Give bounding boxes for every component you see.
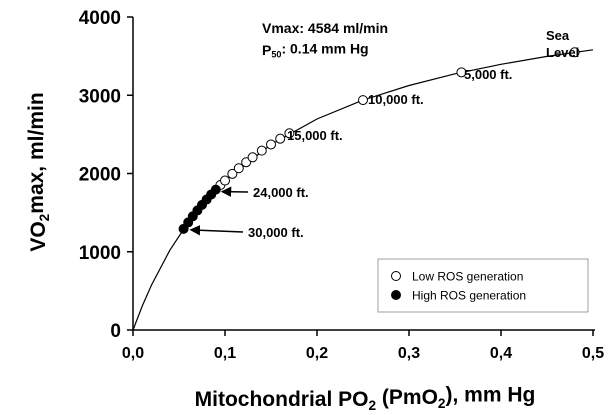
x-axis-label-part: (PmO: [376, 386, 438, 409]
data-point: [456, 67, 467, 78]
legend-marker: [391, 271, 401, 281]
annotation-part: 50: [271, 50, 281, 60]
arrow: [189, 224, 244, 236]
x-tick-label: 0,3: [398, 345, 420, 362]
y-tick-label: 2000: [79, 165, 121, 186]
point-label: 24,000 ft.: [253, 185, 309, 200]
data-point: [227, 168, 238, 179]
x-tick-label: 0,2: [306, 345, 328, 362]
data-point: [233, 163, 244, 174]
x-tick-label: 0,0: [122, 345, 144, 362]
x-tick-label: 0,1: [214, 345, 236, 362]
x-axis-label: Mitochondrial PO2 (PmO2), mm Hg: [195, 384, 536, 414]
annotation: P50: 0.14 mm Hg: [262, 41, 369, 60]
data-point: [266, 139, 276, 150]
data-point: [275, 133, 286, 144]
y-axis-label-part: VO: [27, 221, 50, 251]
data-point: [569, 47, 580, 58]
point-label: 10,000 ft.: [368, 92, 424, 107]
legend-box: [377, 258, 589, 313]
y-tick-label: 3000: [79, 86, 121, 107]
y-axis-label-part: max, ml/min: [25, 92, 48, 213]
x-axis-label-part: 2: [368, 398, 376, 413]
y-tick-label: 4000: [79, 8, 121, 29]
point-label: Sea: [546, 28, 570, 43]
y-axis-label: VO2max, ml/min: [25, 92, 52, 251]
y-axis-label-part: 2: [37, 213, 52, 221]
data-point: [358, 95, 368, 106]
y-tick-label: 1000: [79, 243, 121, 264]
x-tick-label: 0,5: [582, 345, 604, 362]
annotation: Vmax: 4584 ml/min: [262, 20, 388, 36]
point-label: 5,000 ft.: [464, 67, 512, 82]
annotation-part: P: [262, 42, 271, 58]
point-label: 15,000 ft.: [287, 128, 343, 143]
point-label: 30,000 ft.: [248, 225, 304, 240]
data-point: [247, 152, 258, 163]
y-tick-label: 0: [110, 321, 121, 342]
x-axis-label-part: Mitochondrial PO: [195, 388, 369, 411]
legend-label: Low ROS generation: [412, 270, 523, 284]
annotation-part: : 0.14 mm Hg: [281, 41, 368, 57]
legend-marker: [391, 290, 401, 300]
data-point: [210, 184, 221, 195]
data-point: [220, 175, 230, 186]
data-point: [256, 145, 267, 156]
x-axis-label-part: ), mm Hg: [446, 384, 536, 407]
x-tick-label: 0,4: [490, 345, 512, 362]
x-axis-label-part: 2: [438, 396, 446, 411]
data-point: [284, 128, 295, 139]
point-label: Level: [546, 45, 579, 60]
legend-label: High ROS generation: [412, 289, 526, 303]
